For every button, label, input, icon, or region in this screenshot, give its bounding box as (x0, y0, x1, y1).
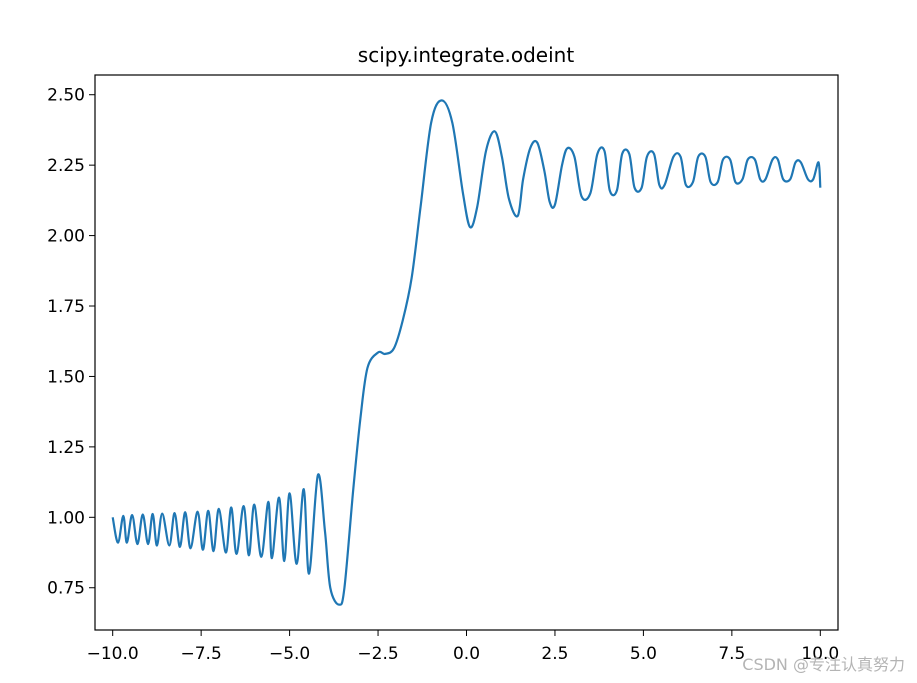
chart-title: scipy.integrate.odeint (358, 43, 575, 67)
y-tick-label: 1.75 (47, 297, 85, 317)
y-tick-label: 1.25 (47, 438, 85, 458)
x-tick-label: −5.0 (269, 644, 310, 664)
x-tick-label: 0.0 (453, 644, 480, 664)
x-tick-label: −10.0 (87, 644, 139, 664)
y-tick-label: 2.00 (47, 227, 85, 247)
y-tick-label: 0.75 (47, 579, 85, 599)
y-tick-label: 1.00 (47, 508, 85, 528)
watermark: CSDN @专注认真努力 (742, 655, 905, 674)
axes-frame (94, 74, 839, 631)
x-tick-label: 10.0 (801, 644, 839, 664)
series-line-0 (111, 99, 822, 606)
plot-area (111, 99, 822, 606)
axis-ticks: −10.0 −7.5 −5.0 −2.5 0.0 2.5 5.0 7.5 10.0 0.75 1.0… (47, 86, 839, 664)
x-tick-label: −7.5 (181, 644, 222, 664)
y-tick-label: 2.25 (47, 156, 85, 176)
x-tick-label: −2.5 (357, 644, 398, 664)
x-tick-label: 2.5 (541, 644, 568, 664)
x-tick-label: 7.5 (718, 644, 745, 664)
x-tick-label: 5.0 (630, 644, 657, 664)
y-tick-label: 1.50 (47, 367, 85, 387)
y-tick-label: 2.50 (47, 86, 85, 106)
